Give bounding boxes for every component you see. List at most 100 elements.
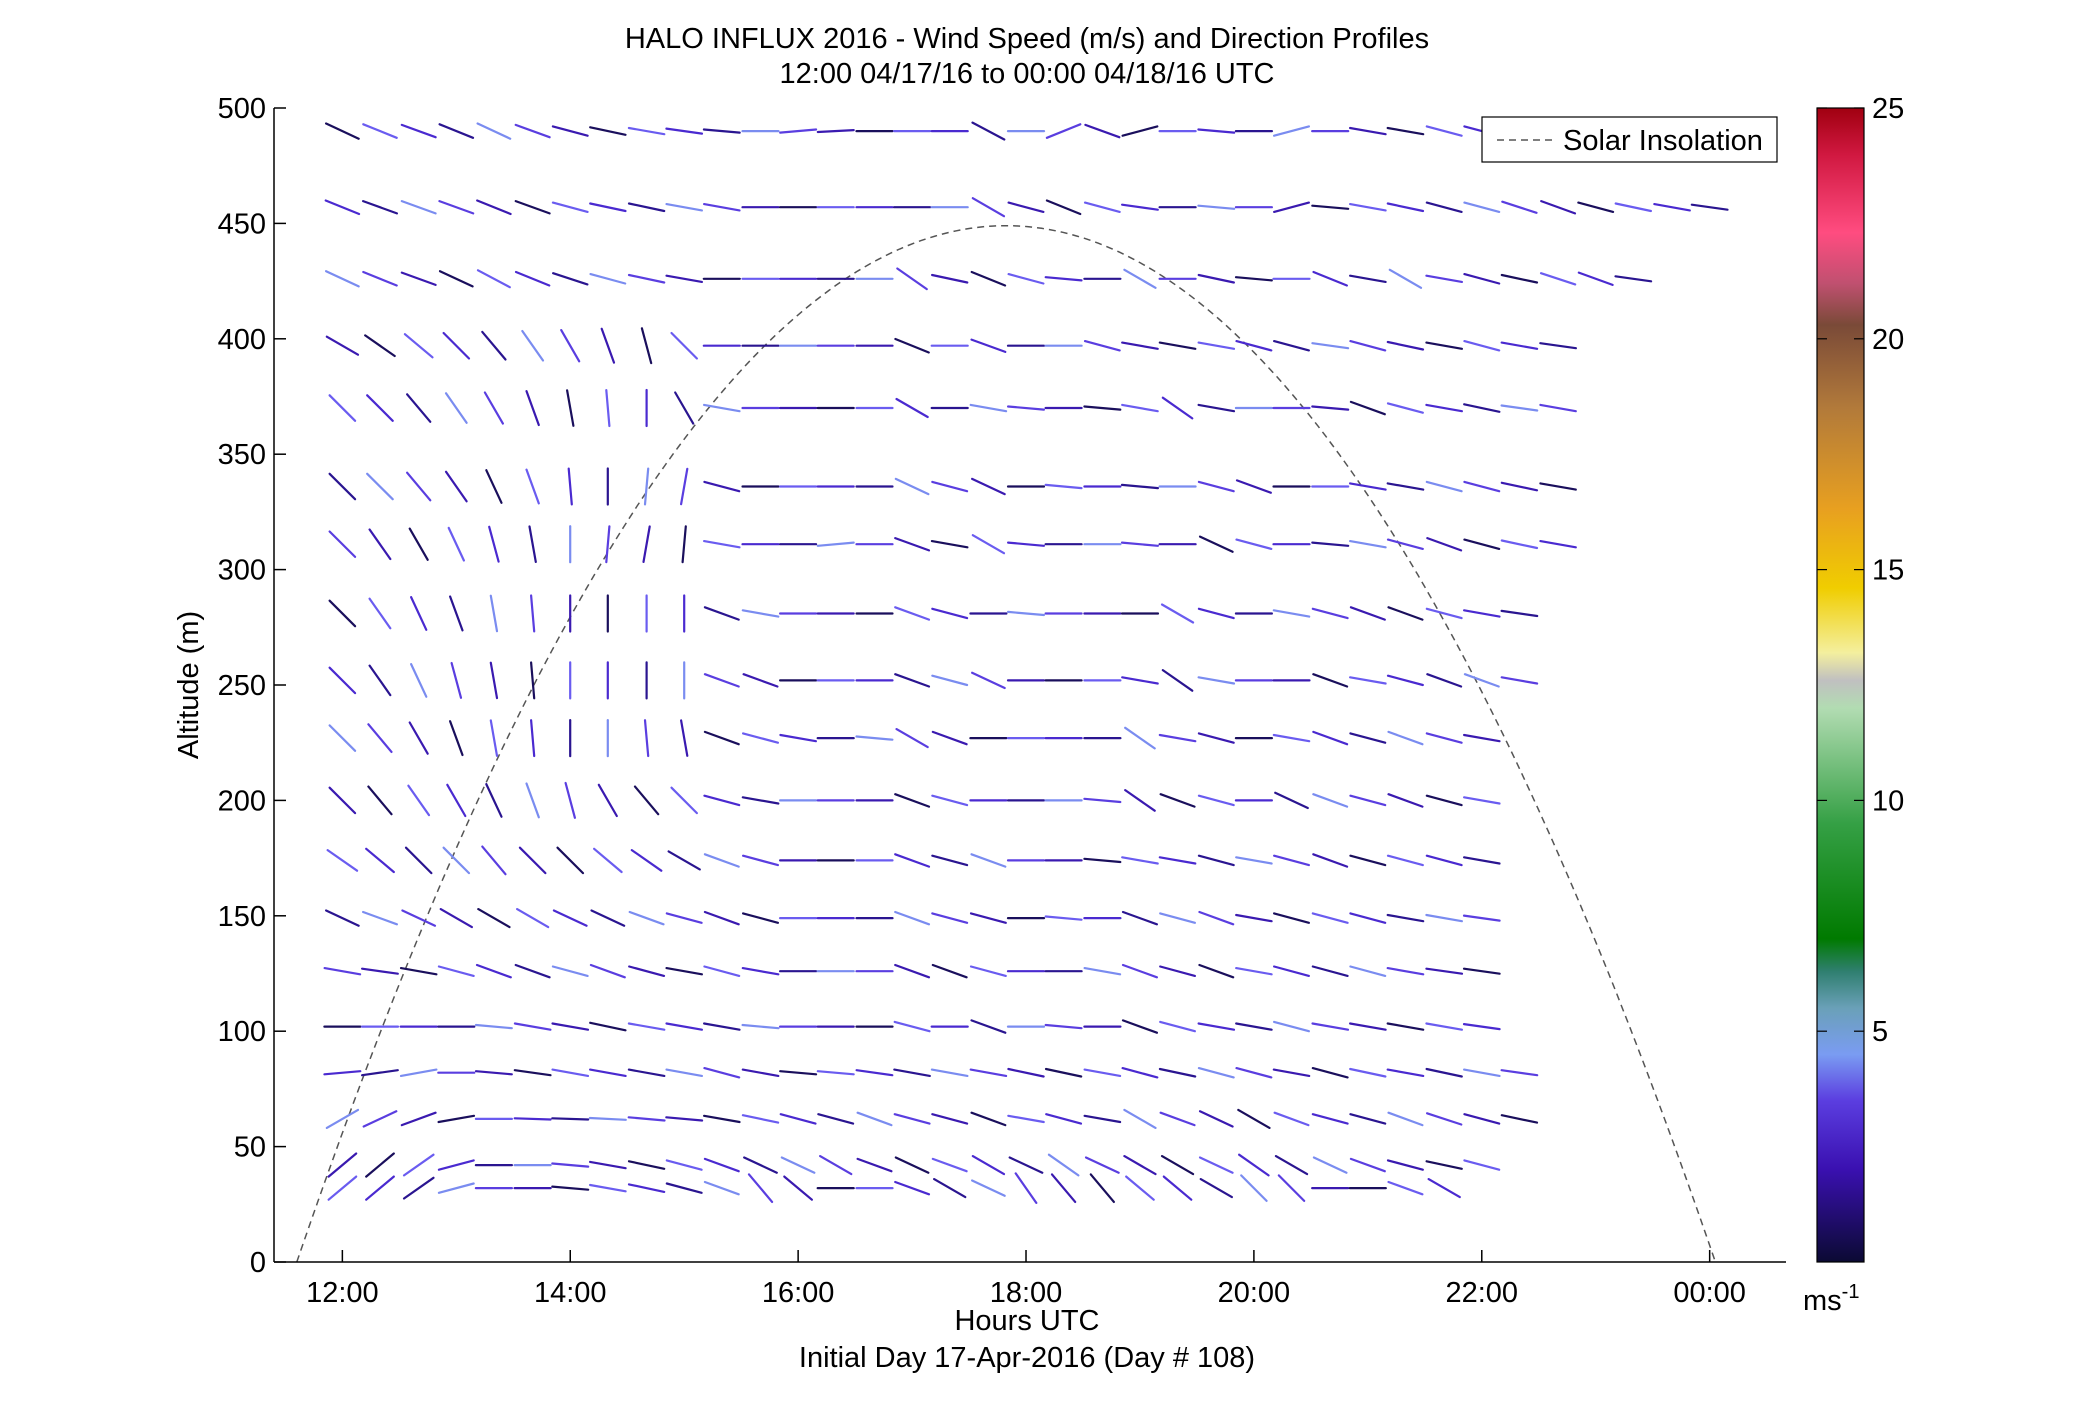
wind-barb [931, 607, 969, 620]
wind-barb [1121, 1066, 1159, 1079]
wind-barb [1198, 910, 1235, 926]
wind-barb [930, 273, 969, 284]
wind-barb [1311, 912, 1349, 924]
wind-barb [551, 1022, 590, 1031]
chart-subtitle: 12:00 04/17/16 to 00:00 04/18/16 UTC [780, 58, 1275, 90]
wind-barb [1614, 275, 1653, 283]
wind-barb [1311, 405, 1350, 411]
wind-barb [667, 850, 701, 871]
wind-barb [1312, 270, 1349, 287]
wind-barb [1197, 1066, 1235, 1079]
wind-barb [1235, 340, 1273, 352]
wind-barb [702, 203, 741, 212]
wind-barb [410, 595, 428, 631]
wind-barb [1234, 276, 1273, 282]
wind-barb [1160, 603, 1195, 624]
wind-barb [1425, 480, 1463, 493]
wind-barb [970, 477, 1006, 496]
wind-barb [627, 1068, 666, 1078]
wind-barb [1425, 732, 1463, 744]
wind-barb [1463, 1113, 1501, 1125]
wind-barb [328, 724, 357, 752]
wind-barb [365, 1152, 395, 1178]
wind-barb [1577, 201, 1615, 213]
wind-barb [969, 1068, 1008, 1078]
wind-barb [1159, 793, 1196, 808]
wind-barb [1312, 793, 1349, 808]
wind-barb [665, 912, 703, 924]
wind-barb [1044, 915, 1083, 921]
wind-barb [969, 403, 1008, 413]
wind-barb [931, 730, 968, 746]
wind-barb [932, 1177, 967, 1199]
wind-barb [1425, 274, 1464, 283]
wind-barb [437, 1182, 475, 1194]
legend-box [1481, 116, 1778, 163]
wind-barb [1311, 541, 1350, 547]
wind-barb [1348, 274, 1387, 283]
wind-barb [969, 965, 1007, 978]
wind-barb [326, 848, 359, 872]
wind-barb [551, 1162, 590, 1168]
wind-barb [627, 1116, 666, 1122]
wind-barb [665, 1068, 704, 1078]
wind-barb [366, 394, 394, 422]
wind-barb [1197, 794, 1235, 807]
wind-barb [643, 467, 650, 506]
x-ticks: 12:00 14:00 16:00 18:00 20:00 22:00 00:00 [306, 1250, 1746, 1309]
wind-barb [1425, 201, 1463, 213]
wind-barb [1386, 482, 1425, 491]
wind-barb [1349, 794, 1387, 807]
wind-barb [525, 468, 540, 505]
wind-barb [328, 394, 357, 422]
wind-barb [1500, 539, 1539, 550]
wind-barb [1386, 913, 1425, 923]
wind-barb [1386, 1159, 1424, 1171]
wind-barb [325, 335, 360, 356]
wind-barb [1386, 674, 1424, 687]
wind-barb [489, 661, 499, 700]
wind-barb [1124, 788, 1156, 812]
wind-barb [528, 525, 537, 564]
wind-barb [894, 910, 931, 926]
wind-barb [1311, 342, 1350, 350]
wind-barb [513, 1022, 552, 1031]
wind-barb [1501, 200, 1538, 214]
wind-barb [364, 334, 396, 358]
wind-barb [894, 536, 931, 552]
wind-barb [702, 128, 741, 134]
wind-barb [1272, 201, 1311, 213]
wind-barb [1311, 1022, 1350, 1031]
wind-barb [894, 1156, 930, 1174]
wind-barb [642, 525, 651, 564]
wind-barb [485, 782, 503, 818]
wind-barb [1162, 1175, 1193, 1201]
wind-barb [1273, 1111, 1310, 1127]
wind-barb [894, 853, 931, 868]
wind-barb [362, 123, 398, 139]
wind-barb [1386, 340, 1425, 351]
wind-barb [1007, 201, 1045, 213]
wind-barb [627, 126, 666, 136]
wind-barb [970, 853, 1007, 868]
wind-barb [741, 796, 780, 805]
wind-barb [1159, 1111, 1196, 1127]
wind-barb [1197, 204, 1236, 210]
legend-label-solar-insolation: Solar Insolation [1563, 125, 1763, 157]
wind-barb [1197, 676, 1236, 685]
wind-barb [1500, 341, 1539, 350]
wind-barb [741, 732, 780, 744]
wind-barb [1463, 273, 1501, 285]
wind-barb [1462, 796, 1501, 805]
wind-barb [406, 471, 432, 502]
wind-barb [407, 784, 431, 817]
wind-barb [628, 965, 666, 978]
wind-barb [1311, 965, 1349, 978]
wind-barb [1197, 128, 1236, 134]
wind-barb [324, 199, 361, 216]
wind-barb [513, 1069, 552, 1077]
y-axis-label: Altitude (m) [173, 611, 205, 759]
wind-barb [1386, 538, 1424, 551]
wind-barb [703, 1066, 741, 1079]
wind-barb [1311, 607, 1349, 620]
